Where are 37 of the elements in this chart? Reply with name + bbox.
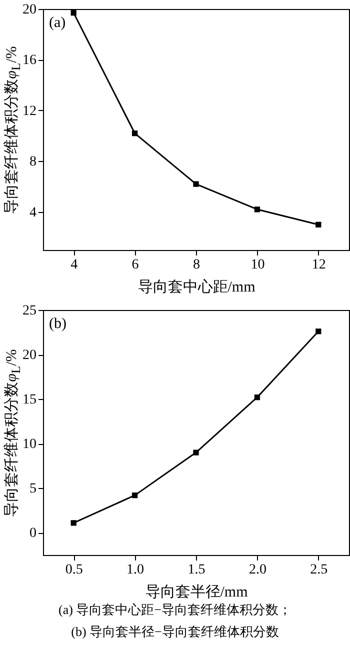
point <box>254 206 260 212</box>
point <box>316 328 322 334</box>
y-tick-label: 25 <box>22 304 36 318</box>
chart-title: (b) <box>49 316 66 332</box>
point <box>316 222 322 228</box>
point <box>254 394 260 400</box>
text: (b) 导向套半径−导向套纤维体积分数 <box>70 623 280 641</box>
text: (a) 导向套中心距−导向套纤维体积分数； <box>57 601 292 619</box>
point <box>70 520 76 526</box>
point <box>132 492 138 498</box>
x-axis-title: 导向套半径/mm <box>145 584 248 600</box>
x-axis-title: 导向套中心距/mm <box>138 278 256 296</box>
point <box>193 181 199 187</box>
chart-title: (a) <box>49 15 66 31</box>
point <box>132 130 138 136</box>
x-tick-label: 6 <box>132 258 139 272</box>
x-tick-label: 1.5 <box>188 562 206 578</box>
point <box>70 10 76 16</box>
y-tick-label: 0 <box>30 526 36 542</box>
x-tick-label: 10 <box>250 258 265 272</box>
x-tick-label: 12 <box>312 258 326 272</box>
x-tick-label: 2.5 <box>310 562 328 578</box>
y-tick-label: 20 <box>22 348 36 364</box>
y-tick-label: 20 <box>22 2 36 18</box>
y-tick-label: 10 <box>22 437 36 452</box>
y-tick-label: 16 <box>22 53 36 68</box>
x-tick-label: 4 <box>70 258 78 272</box>
x-tick-label: 0.5 <box>65 562 83 578</box>
y-tick-label: 4 <box>30 205 36 220</box>
y-tick-label: 8 <box>30 154 36 170</box>
point <box>193 450 199 456</box>
x-tick-label: 1.0 <box>126 562 144 578</box>
y-tick-label: 5 <box>30 482 36 497</box>
y-tick-label: 15 <box>22 392 36 408</box>
x-tick-label: 8 <box>193 258 200 272</box>
y-tick-label: 12 <box>22 104 36 119</box>
x-tick-label: 2.0 <box>248 562 266 578</box>
